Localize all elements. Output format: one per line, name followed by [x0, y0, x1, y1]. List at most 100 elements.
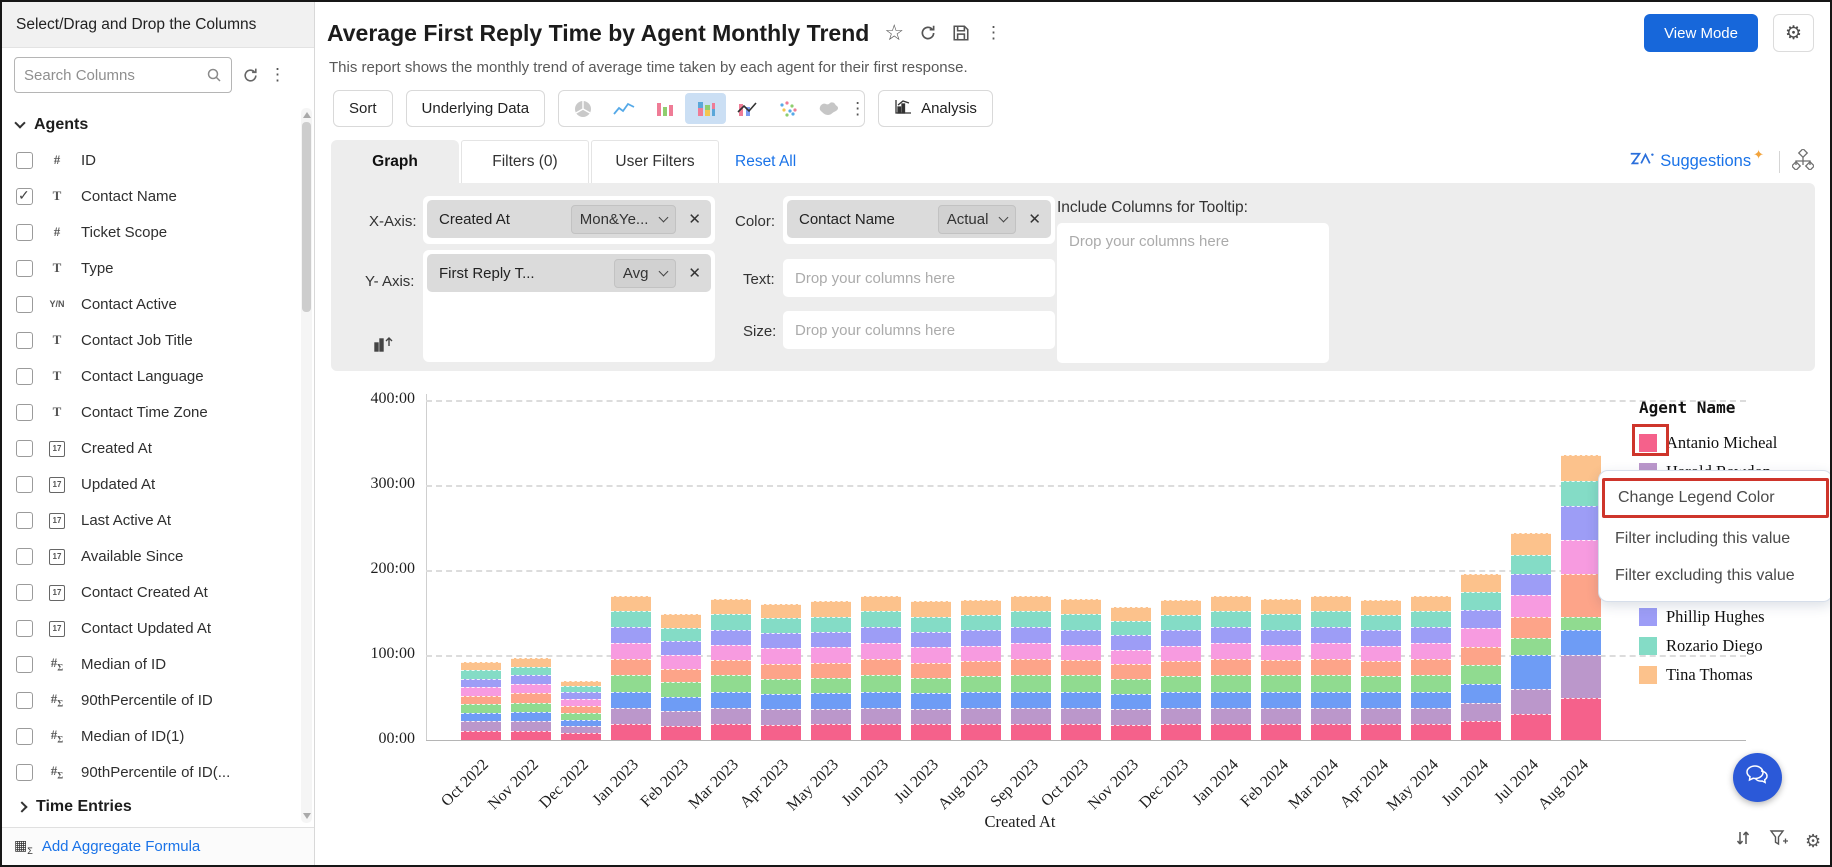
bar-segment[interactable] [861, 707, 901, 724]
reset-all-link[interactable]: Reset All [735, 152, 797, 170]
bar-segment[interactable] [1361, 723, 1401, 740]
bar-segment[interactable] [761, 663, 801, 679]
legend-swatch[interactable] [1639, 665, 1657, 684]
favorite-star-icon[interactable]: ☆ [884, 20, 905, 45]
bar-segment[interactable] [761, 724, 801, 740]
legend-item-rozario-diego[interactable]: Rozario Diego [1639, 631, 1830, 660]
bar-segment[interactable] [1361, 707, 1401, 724]
bar-stack-oct-2023[interactable] [1061, 598, 1101, 740]
y-axis-remove-icon[interactable]: ✕ [688, 265, 701, 282]
checkbox-available-since[interactable] [16, 547, 33, 565]
bar-segment[interactable] [561, 680, 601, 687]
bar-segment[interactable] [561, 686, 601, 693]
bar-segment[interactable] [1511, 714, 1551, 740]
bar-stack-aug-2023[interactable] [961, 599, 1001, 740]
bar-segment[interactable] [1561, 455, 1601, 481]
bar-stack-apr-2024[interactable] [1361, 599, 1401, 740]
bar-segment[interactable] [1111, 724, 1151, 740]
sidebar-item-id[interactable]: # ID [16, 142, 296, 178]
bar-segment[interactable] [1361, 676, 1401, 692]
bar-segment[interactable] [561, 692, 601, 700]
sidebar-item-median-of-id-1[interactable]: #Σ Median of ID(1) [16, 718, 296, 754]
bar-segment[interactable] [1111, 635, 1151, 650]
sidebar-item-contact-active[interactable]: Y/N Contact Active [16, 286, 296, 322]
legend-swatch[interactable] [1639, 636, 1657, 655]
bar-segment[interactable] [1061, 675, 1101, 692]
sidebar-item-90thpercentile-of-id[interactable]: #Σ 90thPercentile of ID(... [16, 754, 296, 790]
layout-hierarchy-icon[interactable] [1790, 147, 1816, 175]
bar-segment[interactable] [911, 708, 951, 724]
sidebar-item-contact-job-title[interactable]: T Contact Job Title [16, 322, 296, 358]
bar-segment[interactable] [611, 691, 651, 708]
bar-segment[interactable] [561, 719, 601, 727]
sidebar-scrollbar[interactable] [301, 108, 312, 823]
bar-stack-jun-2024[interactable] [1461, 574, 1501, 740]
bar-segment[interactable] [611, 659, 651, 676]
bar-segment[interactable] [661, 682, 701, 697]
bar-segment[interactable] [1211, 595, 1251, 611]
checkbox-90thpercentile-of-id[interactable] [16, 763, 33, 781]
bar-segment[interactable] [1511, 595, 1551, 617]
bar-stack-jan-2023[interactable] [611, 595, 651, 740]
bar-segment[interactable] [861, 595, 901, 611]
bar-segment[interactable] [1311, 643, 1351, 660]
tab-graph[interactable]: Graph [331, 140, 459, 183]
bar-segment[interactable] [1261, 644, 1301, 661]
bar-segment[interactable] [711, 723, 751, 740]
bar-segment[interactable] [1411, 691, 1451, 708]
legend-item-antanio-micheal[interactable]: Antanio Micheal [1639, 428, 1830, 457]
sidebar-item-contact-language[interactable]: T Contact Language [16, 358, 296, 394]
bar-segment[interactable] [511, 693, 551, 703]
sidebar-item-last-active-at[interactable]: 17 Last Active At [16, 502, 296, 538]
bar-segment[interactable] [1311, 723, 1351, 740]
bar-segment[interactable] [811, 601, 851, 617]
underlying-data-button[interactable]: Underlying Data [405, 90, 546, 127]
bar-segment[interactable] [1511, 616, 1551, 638]
bar-segment[interactable] [961, 676, 1001, 692]
bar-segment[interactable] [1111, 694, 1151, 710]
bar-segment[interactable] [711, 660, 751, 676]
bar-segment[interactable] [1311, 595, 1351, 611]
bar-segment[interactable] [1011, 610, 1051, 628]
bar-segment[interactable] [611, 643, 651, 660]
zia-suggestions-button[interactable]: Suggestions ✦ [1629, 147, 1767, 173]
bar-stack-aug-2024[interactable] [1561, 455, 1601, 740]
menu-item-filter-excluding-this-value[interactable]: Filter excluding this value [1615, 566, 1795, 584]
search-columns-box[interactable] [14, 57, 232, 93]
bar-segment[interactable] [761, 618, 801, 633]
size-dropzone[interactable]: Drop your columns here [783, 311, 1055, 349]
bar-segment[interactable] [1361, 599, 1401, 616]
sidebar-item-type[interactable]: T Type [16, 250, 296, 286]
bar-segment[interactable] [1461, 592, 1501, 611]
bar-segment[interactable] [1411, 627, 1451, 644]
bar-segment[interactable] [1411, 707, 1451, 724]
bar-segment[interactable] [1561, 506, 1601, 541]
bar-segment[interactable] [1211, 691, 1251, 708]
bar-segment[interactable] [861, 659, 901, 676]
checkbox-90thpercentile-of-id[interactable] [16, 691, 33, 709]
bar-segment[interactable] [1261, 614, 1301, 630]
checkbox-contact-time-zone[interactable] [16, 403, 33, 421]
bar-segment[interactable] [1361, 691, 1401, 708]
bar-segment[interactable] [511, 683, 551, 694]
bar-stack-jul-2023[interactable] [911, 601, 951, 740]
checkbox-contact-language[interactable] [16, 367, 33, 385]
sidebar-item-ticket-scope[interactable]: # Ticket Scope [16, 214, 296, 250]
sidebar-item-contact-name[interactable]: T Contact Name [16, 178, 296, 214]
bar-segment[interactable] [961, 707, 1001, 724]
bar-segment[interactable] [911, 601, 951, 617]
bar-segment[interactable] [1361, 645, 1401, 661]
bar-segment[interactable] [1011, 595, 1051, 611]
bar-stack-jul-2024[interactable] [1511, 533, 1551, 740]
bar-chart-icon[interactable] [644, 93, 685, 124]
bar-segment[interactable] [861, 675, 901, 692]
sidebar-item-contact-updated-at[interactable]: 17 Contact Updated At [16, 610, 296, 646]
bar-segment[interactable] [711, 614, 751, 630]
bar-segment[interactable] [1011, 659, 1051, 676]
bar-segment[interactable] [1061, 629, 1101, 645]
filter-add-icon[interactable] [1769, 829, 1788, 852]
bar-segment[interactable] [511, 675, 551, 684]
bar-segment[interactable] [1211, 610, 1251, 628]
bar-segment[interactable] [1111, 664, 1151, 679]
bar-segment[interactable] [711, 644, 751, 661]
